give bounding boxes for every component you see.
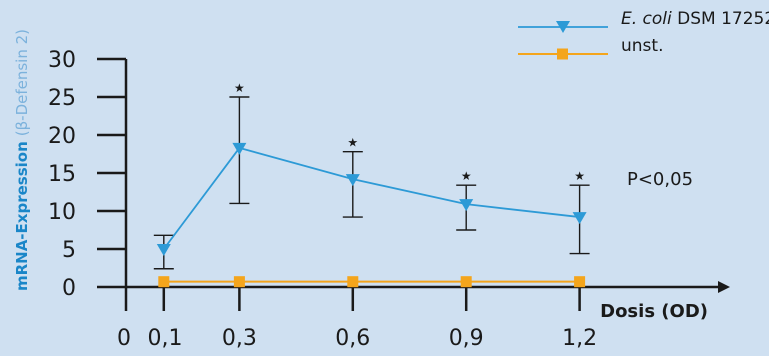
- y-axis-title-main: mRNA-Expression: [13, 141, 31, 291]
- legend-marker-unst: [557, 48, 568, 60]
- data-point: [460, 276, 472, 288]
- data-point: [233, 276, 245, 288]
- legend: E. coli DSM 17252 unst.: [518, 9, 769, 60]
- legend-label-ecoli: E. coli DSM 17252: [621, 9, 769, 29]
- x-axis-title: Dosis (OD): [600, 301, 708, 322]
- legend-label-unst: unst.: [621, 36, 663, 56]
- x-tick-label: 0,9: [449, 326, 484, 351]
- series-line: [163, 146, 580, 250]
- y-tick-label: 5: [62, 238, 76, 263]
- significance-star: ★: [347, 136, 358, 150]
- series-layer: ★ ★ ★ ★ P<0,05: [153, 81, 693, 288]
- y-tick-label: 20: [48, 124, 76, 149]
- data-point: [158, 276, 170, 288]
- x-tick-label: 0,6: [335, 326, 370, 351]
- x-tick-label: 1,2: [562, 326, 597, 351]
- y-axis-title-sub: (β-Defensin 2): [13, 29, 31, 136]
- svg-text:mRNA-Expression(β-Defensin 2): mRNA-Expression (β-Defensin 2): [13, 29, 31, 291]
- series-1: [158, 276, 586, 288]
- legend-marker-ecoli: [556, 21, 570, 33]
- significance-star: ★: [234, 81, 245, 95]
- y-tick-label: 10: [48, 200, 76, 225]
- data-point: [572, 212, 587, 225]
- y-tick-label: 30: [48, 48, 76, 73]
- x-tick-label: 0: [117, 326, 131, 351]
- y-tick-label: 25: [48, 86, 76, 111]
- data-point: [232, 142, 247, 155]
- significance-star: ★: [574, 169, 585, 183]
- legend-label-ecoli-italic: E. coli: [621, 9, 672, 29]
- data-point: [345, 174, 360, 187]
- p-value-annotation: P<0,05: [627, 169, 693, 190]
- x-tick-label: 0,3: [222, 326, 257, 351]
- y-tick-label: 0: [62, 276, 76, 301]
- data-point: [459, 199, 474, 212]
- data-point: [156, 244, 171, 256]
- series-0: ★ ★ ★ ★: [153, 81, 590, 270]
- x-axis-arrow: [718, 281, 730, 293]
- data-point: [574, 276, 586, 288]
- significance-star: ★: [461, 169, 472, 183]
- legend-label-ecoli-rest: DSM 17252: [672, 9, 769, 29]
- x-tick-label: 0,1: [148, 326, 183, 351]
- y-tick-label: 15: [48, 162, 76, 187]
- y-axis-title: mRNA-Expression (β-Defensin 2): [13, 29, 31, 291]
- data-point: [347, 276, 359, 288]
